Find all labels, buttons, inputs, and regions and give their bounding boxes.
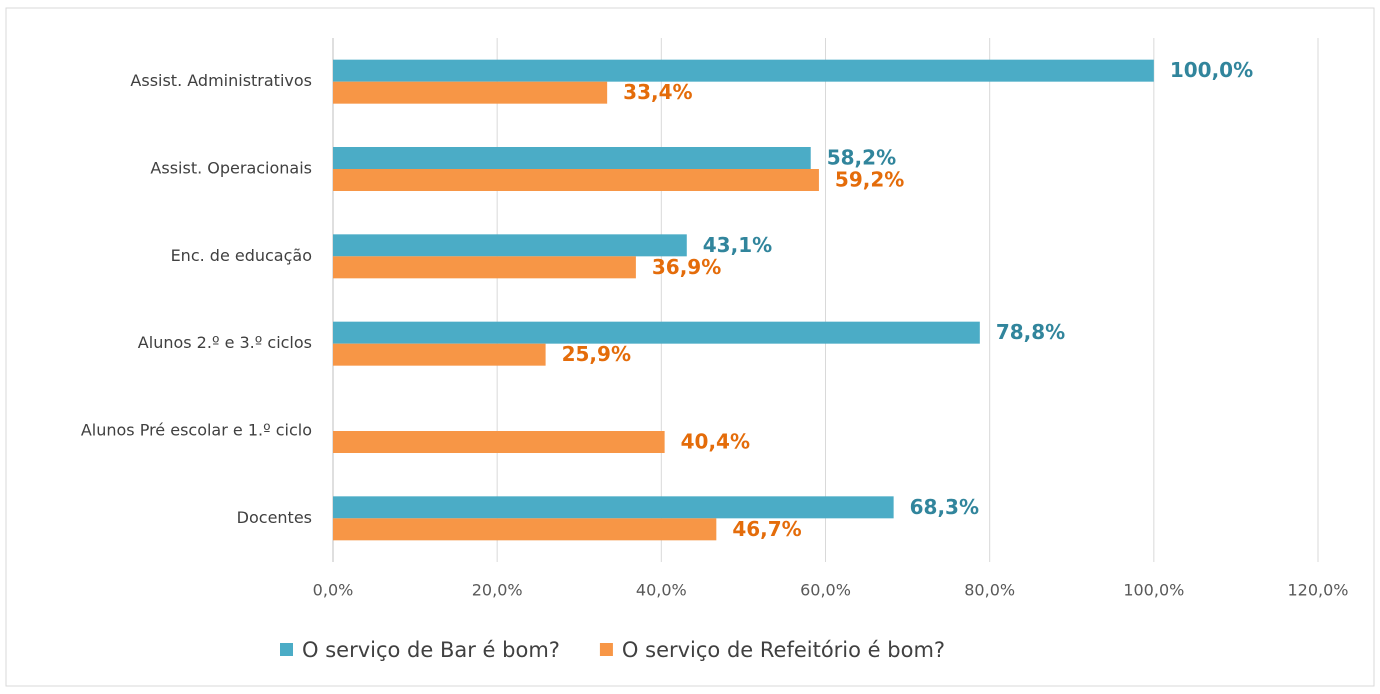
value-label: 43,1% (703, 233, 772, 257)
y-tick-label: Docentes (237, 508, 312, 527)
x-tick-label: 20,0% (472, 581, 523, 600)
value-label: 59,2% (835, 168, 904, 192)
value-label: 36,9% (652, 255, 721, 279)
bar (333, 518, 717, 541)
bar (333, 343, 546, 366)
x-tick-label: 60,0% (800, 581, 851, 600)
value-label: 78,8% (996, 320, 1065, 344)
x-tick-label: 120,0% (1287, 581, 1348, 600)
bar (333, 81, 608, 104)
x-tick-label: 100,0% (1123, 581, 1184, 600)
value-label: 25,9% (562, 342, 631, 366)
legend-swatch (280, 643, 293, 656)
bar (333, 59, 1154, 82)
y-tick-label: Alunos 2.º e 3.º ciclos (138, 333, 312, 352)
legend-swatch (599, 643, 613, 656)
value-label: 46,7% (732, 517, 801, 541)
value-label: 33,4% (623, 80, 692, 104)
bar (333, 431, 665, 453)
x-tick-label: 0,0% (313, 581, 354, 600)
legend-label: O serviço de Bar é bom? (302, 638, 560, 662)
value-label: 58,2% (827, 146, 896, 170)
bar (333, 169, 819, 191)
chart-border (5, 7, 1375, 687)
x-tick-label: 80,0% (964, 581, 1015, 600)
value-label: 40,4% (681, 430, 750, 454)
bar (333, 256, 636, 279)
y-tick-label: Alunos Pré escolar e 1.º ciclo (81, 421, 312, 440)
value-label: 100,0% (1170, 58, 1253, 82)
legend-label: O serviço de Refeitório é bom? (622, 638, 945, 662)
bar (333, 496, 894, 519)
y-tick-label: Assist. Operacionais (150, 159, 312, 178)
y-tick-label: Enc. de educação (171, 246, 312, 265)
value-label: 68,3% (910, 495, 979, 519)
bar (333, 321, 980, 344)
bar (333, 234, 687, 257)
y-tick-label: Assist. Administrativos (130, 71, 312, 90)
bar (333, 147, 811, 169)
x-tick-label: 40,0% (636, 581, 687, 600)
